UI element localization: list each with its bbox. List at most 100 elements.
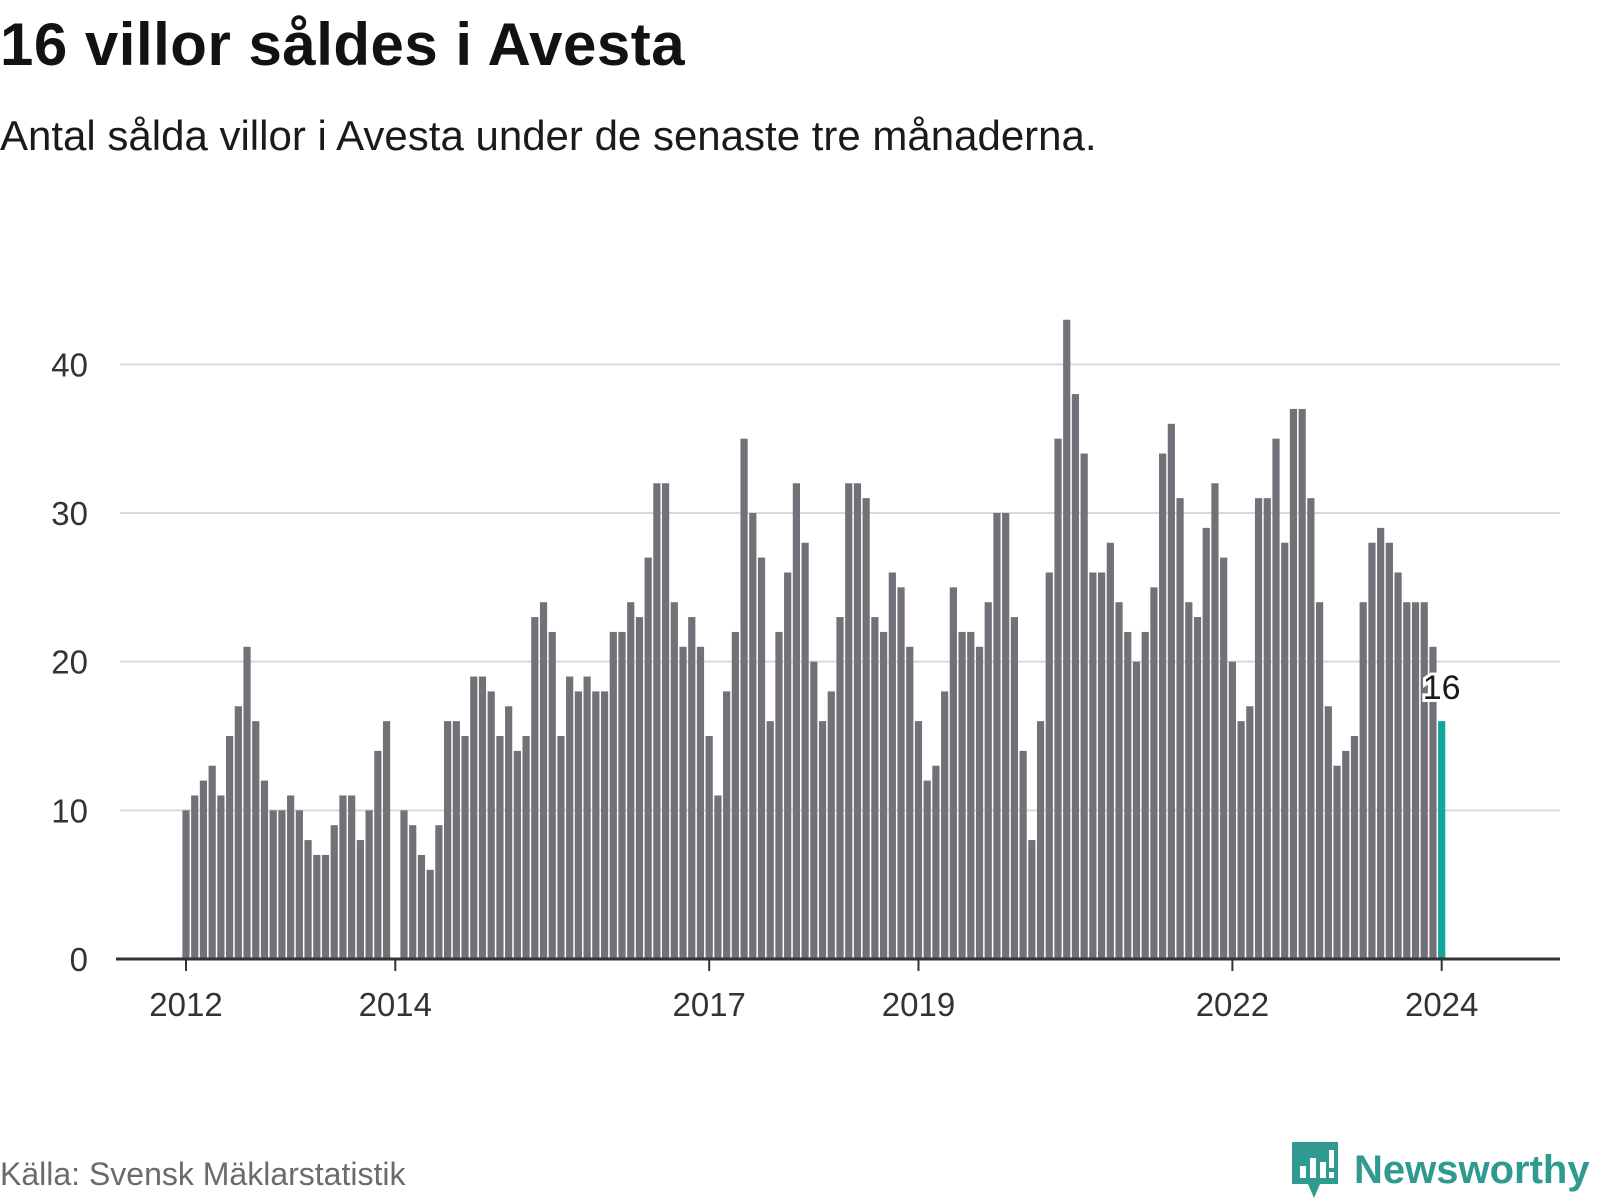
bar [897, 587, 905, 959]
bar [1298, 408, 1306, 959]
bar [1124, 631, 1132, 959]
bar [1132, 661, 1141, 959]
bar [1002, 513, 1010, 959]
bar [757, 557, 766, 959]
bar [1193, 617, 1202, 959]
bar [348, 795, 356, 959]
chart-title: 16 villor såldes i Avesta [0, 11, 686, 78]
bar [1342, 750, 1350, 959]
bar [1385, 542, 1393, 959]
bar [984, 602, 992, 959]
bar [470, 676, 478, 959]
bar [993, 513, 1001, 959]
bar [644, 557, 652, 959]
bar [836, 617, 844, 959]
bar-highlight [1438, 721, 1446, 959]
bar [531, 617, 539, 959]
bar [1350, 736, 1359, 959]
bar [731, 631, 739, 959]
bar [1246, 706, 1254, 959]
bar [444, 721, 452, 959]
bar [1420, 602, 1428, 959]
bar [1368, 542, 1376, 959]
bar [679, 646, 687, 959]
bar [409, 825, 417, 959]
bar [287, 795, 295, 959]
bar [461, 736, 469, 959]
bar [356, 840, 364, 959]
highlight-value-label: 16 [1423, 669, 1461, 707]
bar [862, 498, 870, 959]
bar [975, 646, 984, 959]
bar [1394, 572, 1402, 959]
bar [226, 736, 234, 959]
bar [557, 736, 565, 959]
bar [1019, 750, 1027, 959]
bar [627, 602, 635, 959]
bar [513, 750, 521, 959]
bar [906, 646, 914, 959]
bar [1281, 542, 1289, 959]
y-tick-label: 30 [51, 495, 88, 532]
bar [1063, 319, 1071, 959]
bar [191, 795, 199, 959]
chart-subtitle: Antal sålda villor i Avesta under de sen… [0, 112, 1097, 159]
bar [592, 691, 600, 959]
bar [365, 810, 373, 959]
bar [1010, 617, 1018, 959]
bar [932, 765, 940, 959]
bar [714, 795, 722, 959]
bar [888, 572, 896, 959]
bar [574, 691, 582, 959]
y-tick-label: 0 [70, 941, 88, 978]
bar [653, 483, 661, 959]
bar [1054, 438, 1062, 960]
bar [775, 631, 783, 959]
bar [1176, 498, 1184, 959]
bar [705, 736, 713, 959]
newsworthy-icon [1292, 1142, 1338, 1198]
bar [949, 587, 957, 959]
bar [1359, 602, 1367, 959]
bar [269, 810, 277, 959]
bar [618, 631, 626, 959]
bar [1089, 572, 1097, 959]
bar [1316, 602, 1324, 959]
source-note: Källa: Svensk Mäklarstatistik [0, 1156, 406, 1192]
bar [600, 691, 609, 959]
x-tick-label: 2017 [672, 986, 745, 1023]
bar [792, 483, 800, 959]
brand-logo: Newsworthy [1290, 1140, 1590, 1200]
bar [304, 840, 312, 959]
bar [967, 631, 975, 959]
bar [278, 810, 286, 959]
bar [1211, 483, 1219, 959]
bar [1289, 408, 1298, 959]
x-tick-label: 2012 [149, 986, 222, 1023]
bar [1045, 572, 1053, 959]
bar [539, 602, 548, 959]
bar [182, 810, 190, 959]
bar [1106, 542, 1114, 959]
bar [1202, 527, 1210, 959]
bar [801, 542, 809, 959]
bar [1237, 721, 1245, 959]
bar [1185, 602, 1193, 959]
bar [487, 691, 495, 959]
x-tick-label: 2024 [1405, 986, 1478, 1023]
bar [417, 854, 426, 959]
bar [1324, 706, 1332, 959]
bar [426, 869, 434, 959]
bar [914, 721, 923, 959]
bar [478, 676, 487, 959]
bar [522, 736, 530, 959]
bar [452, 721, 460, 959]
y-tick-label: 10 [51, 792, 88, 829]
bar [1071, 394, 1080, 960]
bar [941, 691, 949, 959]
bar [1167, 423, 1175, 959]
bar [295, 810, 303, 959]
bar [1263, 498, 1271, 959]
bar [1159, 453, 1167, 959]
